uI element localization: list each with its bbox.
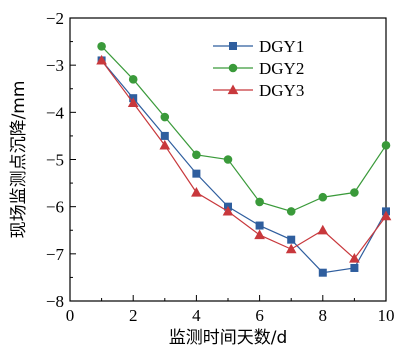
series-line <box>101 60 387 274</box>
y-tick-label: −3 <box>46 56 64 75</box>
y-tick-label: −5 <box>46 151 64 170</box>
legend-item-dgy3: DGY3 <box>213 81 304 100</box>
data-point <box>191 186 202 197</box>
series-layer <box>96 42 392 277</box>
data-point <box>287 235 296 244</box>
series-dgy2 <box>97 42 391 216</box>
data-point <box>192 169 201 178</box>
data-point <box>223 155 233 164</box>
legend-label: DGY2 <box>259 59 304 78</box>
data-point <box>128 75 138 84</box>
x-tick-label: 4 <box>192 306 201 325</box>
axes-layer: 0 2 4 6 8 10 −2 −3 −4 −5 −6 −7 −8 监测时间天数/d 现场监测点沉降/mm <box>9 9 395 348</box>
y-tick-label: −6 <box>46 198 64 217</box>
x-tick-label: 10 <box>378 306 395 325</box>
legend-marker <box>229 42 237 50</box>
data-point <box>97 42 106 51</box>
data-point <box>285 243 297 254</box>
data-point <box>96 54 107 65</box>
data-point <box>222 205 234 216</box>
data-point <box>317 224 329 235</box>
data-point <box>127 97 139 107</box>
legend-label: DGY3 <box>259 81 304 100</box>
x-tick-label: 0 <box>66 306 75 325</box>
x-tick-label: 6 <box>255 306 264 325</box>
data-point <box>318 268 327 277</box>
data-point <box>380 210 392 221</box>
data-point <box>192 150 201 160</box>
data-point <box>160 131 169 140</box>
data-point <box>159 139 171 150</box>
x-axis-title: 监测时间天数/d <box>169 328 288 348</box>
data-point <box>254 229 265 240</box>
legend-marker <box>227 84 239 95</box>
y-tick-label: −4 <box>46 103 65 122</box>
legend-item-dgy1: DGY1 <box>213 37 304 56</box>
series-line <box>101 60 387 260</box>
x-tick-label: 8 <box>319 306 328 325</box>
legend: DGY1 DGY2 DGY3 <box>213 37 304 100</box>
legend-item-dgy2: DGY2 <box>213 59 304 78</box>
data-point <box>286 207 296 216</box>
series-line <box>101 45 387 213</box>
data-point <box>160 112 170 122</box>
x-tick-label: 2 <box>129 306 138 325</box>
data-point <box>255 197 264 207</box>
y-tick-label: −2 <box>46 9 64 28</box>
y-tick-label: −8 <box>46 292 64 311</box>
legend-marker <box>228 63 238 73</box>
y-axis-title: 现场监测点沉降/mm <box>9 81 29 239</box>
legend-label: DGY1 <box>259 37 304 56</box>
series-dgy3 <box>96 54 392 263</box>
data-point <box>318 192 328 202</box>
data-point <box>255 221 264 230</box>
data-point <box>350 188 359 197</box>
data-point <box>349 253 360 263</box>
data-point <box>381 141 391 150</box>
y-tick-label: −7 <box>46 245 65 264</box>
data-point <box>350 263 359 272</box>
